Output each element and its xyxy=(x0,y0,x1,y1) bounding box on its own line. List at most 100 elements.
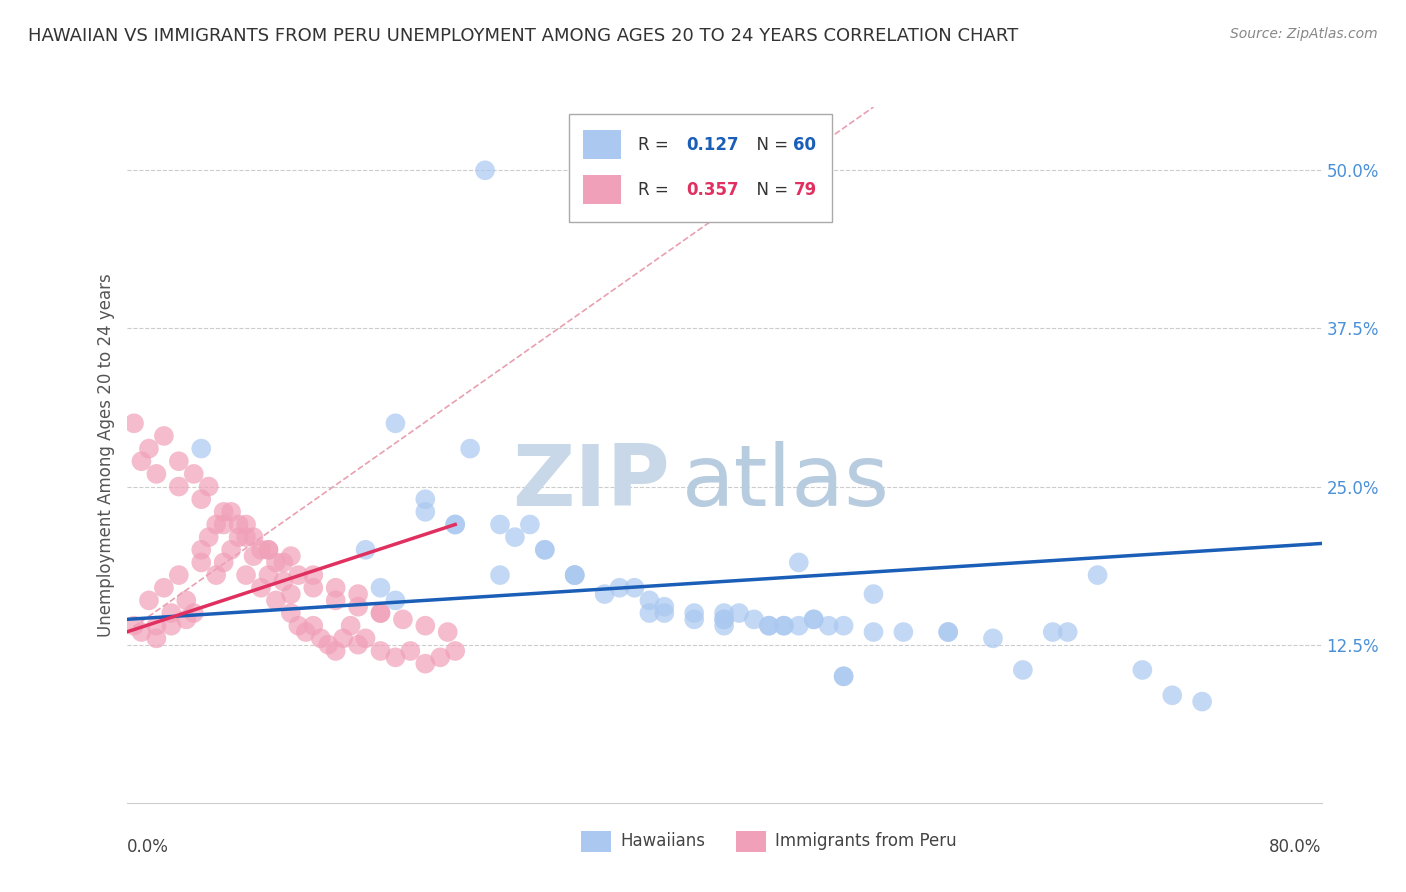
Point xyxy=(197,530,219,544)
Point xyxy=(280,587,302,601)
Text: 79: 79 xyxy=(793,181,817,199)
Point xyxy=(787,618,810,632)
Point xyxy=(713,612,735,626)
Point xyxy=(413,657,436,671)
Point xyxy=(309,632,332,646)
Point xyxy=(1161,688,1184,702)
Point xyxy=(728,606,751,620)
Point xyxy=(325,593,347,607)
Point xyxy=(429,650,451,665)
Point xyxy=(235,530,257,544)
Point xyxy=(354,542,377,557)
Point xyxy=(212,517,235,532)
Point xyxy=(832,669,855,683)
Point xyxy=(242,530,264,544)
Point xyxy=(235,517,257,532)
Point xyxy=(503,530,526,544)
Point xyxy=(832,669,855,683)
Point xyxy=(370,581,392,595)
Point xyxy=(1087,568,1109,582)
Point xyxy=(1056,625,1078,640)
Point xyxy=(167,568,190,582)
Point xyxy=(264,556,287,570)
Point xyxy=(347,599,370,614)
Point xyxy=(1042,625,1064,640)
Bar xyxy=(581,830,610,852)
Point xyxy=(145,467,167,481)
Point xyxy=(787,556,810,570)
Point xyxy=(145,618,167,632)
Point xyxy=(803,612,825,626)
Point xyxy=(160,606,183,620)
Bar xyxy=(583,130,621,159)
Point xyxy=(302,618,325,632)
Point xyxy=(287,568,309,582)
Point xyxy=(564,568,586,582)
Point xyxy=(122,618,145,632)
Text: Source: ZipAtlas.com: Source: ZipAtlas.com xyxy=(1230,27,1378,41)
Point xyxy=(758,618,780,632)
Point xyxy=(758,618,780,632)
Point xyxy=(832,618,855,632)
Point xyxy=(257,542,280,557)
Point xyxy=(347,587,370,601)
Point xyxy=(713,612,735,626)
Point xyxy=(160,618,183,632)
Point xyxy=(593,587,616,601)
Point xyxy=(652,606,675,620)
Point xyxy=(190,442,212,456)
Text: Immigrants from Peru: Immigrants from Peru xyxy=(776,832,957,850)
Point xyxy=(652,599,675,614)
Point xyxy=(174,593,197,607)
Point xyxy=(174,612,197,626)
Point xyxy=(413,492,436,507)
Point xyxy=(862,587,884,601)
Text: 0.357: 0.357 xyxy=(686,181,738,199)
Point xyxy=(773,618,796,632)
Point xyxy=(489,517,512,532)
Point xyxy=(392,612,415,626)
Point xyxy=(302,568,325,582)
Point xyxy=(138,442,160,456)
Point xyxy=(228,530,250,544)
Point xyxy=(257,568,280,582)
Point xyxy=(153,581,176,595)
Point xyxy=(354,632,377,646)
Point xyxy=(519,517,541,532)
Point xyxy=(458,442,481,456)
Point xyxy=(235,568,257,582)
Point xyxy=(713,606,735,620)
Point xyxy=(862,625,884,640)
Point xyxy=(370,606,392,620)
Bar xyxy=(737,830,766,852)
Point xyxy=(638,606,661,620)
Text: ZIP: ZIP xyxy=(513,442,671,524)
Point xyxy=(183,606,205,620)
Point xyxy=(370,606,392,620)
Text: atlas: atlas xyxy=(682,442,890,524)
Point xyxy=(205,568,228,582)
Point xyxy=(280,606,302,620)
Point xyxy=(287,618,309,632)
Point xyxy=(257,542,280,557)
Point xyxy=(1130,663,1153,677)
Point xyxy=(264,593,287,607)
Point xyxy=(131,454,153,468)
Y-axis label: Unemployment Among Ages 20 to 24 years: Unemployment Among Ages 20 to 24 years xyxy=(97,273,115,637)
Point xyxy=(564,568,586,582)
Point xyxy=(370,644,392,658)
Text: N =: N = xyxy=(745,136,793,153)
Point xyxy=(638,593,661,607)
Point xyxy=(122,417,145,431)
Point xyxy=(205,517,228,532)
Point xyxy=(280,549,302,563)
Point xyxy=(219,505,242,519)
Point xyxy=(474,163,496,178)
Point xyxy=(325,581,347,595)
Point xyxy=(167,479,190,493)
Point xyxy=(436,625,458,640)
Point xyxy=(325,644,347,658)
Point xyxy=(228,517,250,532)
Point xyxy=(273,574,295,589)
Point xyxy=(190,542,212,557)
